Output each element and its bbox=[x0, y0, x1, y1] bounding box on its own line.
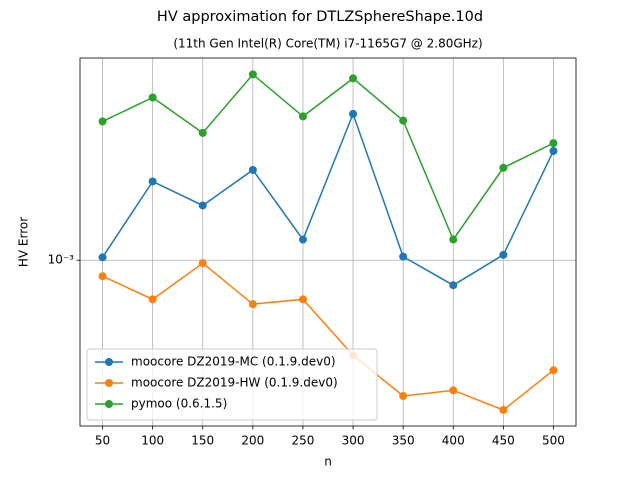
point bbox=[148, 93, 157, 102]
legend: moocore DZ2019-MC (0.1.9.dev0) moocore DZ… bbox=[86, 348, 378, 421]
series-line bbox=[102, 262, 554, 411]
point bbox=[148, 295, 157, 304]
point bbox=[198, 128, 207, 137]
point bbox=[248, 300, 257, 309]
point bbox=[248, 70, 257, 79]
x-tick-label: 200 bbox=[241, 434, 264, 448]
chart-title: HV approximation for DTLZSphereShape.10d bbox=[157, 9, 483, 25]
plot-frame bbox=[79, 57, 577, 427]
point bbox=[349, 74, 358, 83]
legend-label: moocore DZ2019-HW (0.1.9.dev0) bbox=[131, 376, 338, 390]
x-tick-label: 250 bbox=[291, 434, 314, 448]
x-tick-label: 400 bbox=[442, 434, 465, 448]
x-axis-label: n bbox=[324, 455, 332, 469]
x-tick-label: 450 bbox=[492, 434, 515, 448]
point bbox=[298, 112, 307, 121]
point bbox=[298, 295, 307, 304]
point bbox=[499, 405, 508, 414]
y-tick-label: 10⁻³ bbox=[48, 253, 75, 267]
series-line bbox=[101, 111, 555, 287]
legend-marker bbox=[105, 358, 113, 366]
point bbox=[549, 366, 558, 375]
point bbox=[499, 163, 508, 172]
x-tick-label: 300 bbox=[342, 434, 365, 448]
point bbox=[499, 250, 508, 259]
point bbox=[399, 252, 408, 261]
x-tick-label: 350 bbox=[392, 434, 415, 448]
x-tick-label: 50 bbox=[95, 434, 110, 448]
x-tick-label: 100 bbox=[141, 434, 164, 448]
point bbox=[399, 392, 408, 401]
point bbox=[148, 177, 157, 186]
point bbox=[449, 235, 458, 244]
point bbox=[98, 272, 107, 281]
point bbox=[248, 165, 257, 174]
point bbox=[449, 281, 458, 290]
legend-marker bbox=[105, 379, 113, 387]
point bbox=[98, 253, 107, 262]
x-tick-label: 500 bbox=[542, 434, 565, 448]
point bbox=[399, 116, 408, 125]
x-tick-label: 150 bbox=[191, 434, 214, 448]
legend-label: moocore DZ2019-MC (0.1.9.dev0) bbox=[131, 355, 336, 369]
point bbox=[449, 386, 458, 395]
legend-label: pymoo (0.6.1.5) bbox=[131, 397, 227, 411]
point bbox=[298, 235, 307, 244]
point bbox=[198, 259, 207, 268]
point bbox=[549, 146, 558, 155]
y-axis-label: HV Error bbox=[17, 217, 31, 267]
point bbox=[549, 139, 558, 148]
point bbox=[198, 201, 207, 210]
point bbox=[349, 109, 358, 118]
point bbox=[98, 117, 107, 126]
chart-subtitle: (11th Gen Intel(R) Core(TM) i7-1165G7 @ … bbox=[173, 37, 482, 51]
legend-marker bbox=[105, 400, 113, 408]
legend-box bbox=[86, 348, 378, 421]
series-line bbox=[102, 73, 554, 242]
